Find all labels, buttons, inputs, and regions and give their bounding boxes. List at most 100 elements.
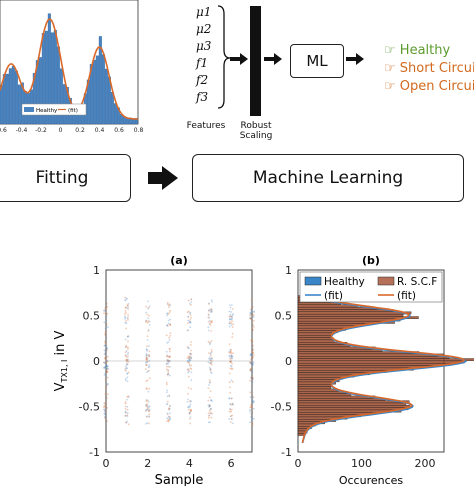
strip-point bbox=[168, 306, 170, 308]
top-hist-legend-healthy: Healthy bbox=[36, 108, 58, 114]
strip-point bbox=[229, 360, 231, 363]
legend-fit-rscf: (fit) bbox=[397, 290, 416, 302]
strip-point bbox=[145, 358, 148, 360]
strip-point bbox=[145, 348, 148, 350]
strip-point bbox=[209, 368, 212, 371]
strip-point bbox=[127, 346, 129, 349]
strip-point bbox=[252, 407, 255, 410]
strip-point bbox=[104, 415, 106, 418]
strip-point bbox=[165, 383, 168, 386]
strip-point bbox=[124, 338, 127, 341]
strip-point bbox=[166, 324, 168, 327]
strip-point bbox=[210, 361, 213, 364]
strip-point bbox=[127, 306, 130, 308]
strip-point bbox=[187, 361, 190, 364]
strip-point bbox=[105, 349, 108, 351]
strip-point bbox=[209, 354, 212, 357]
strip-point bbox=[228, 322, 231, 325]
strip-point bbox=[145, 352, 148, 355]
top-hist-bar bbox=[131, 119, 135, 125]
chart-b-ytick: 0 bbox=[285, 355, 292, 368]
strip-point bbox=[167, 359, 170, 362]
strip-point bbox=[209, 322, 212, 325]
strip-point bbox=[208, 303, 211, 305]
strip-point bbox=[104, 342, 107, 345]
strip-point bbox=[106, 420, 108, 423]
strip-point bbox=[210, 349, 213, 351]
strip-point bbox=[250, 308, 252, 311]
strip-point bbox=[106, 360, 109, 363]
strip-point bbox=[229, 403, 232, 405]
strip-point bbox=[210, 411, 212, 414]
strip-point bbox=[228, 343, 231, 345]
strip-point bbox=[168, 347, 171, 350]
strip-point bbox=[249, 361, 251, 363]
strip-point bbox=[190, 349, 193, 352]
strip-point bbox=[168, 359, 171, 362]
strip-point bbox=[252, 363, 254, 365]
strip-point bbox=[167, 365, 170, 368]
strip-point bbox=[207, 329, 210, 332]
strip-point bbox=[188, 370, 190, 373]
strip-point bbox=[124, 313, 126, 315]
strip-point bbox=[148, 406, 150, 409]
strip-point bbox=[189, 411, 192, 414]
strip-point bbox=[188, 365, 191, 367]
strip-point bbox=[251, 377, 254, 379]
strip-point bbox=[168, 408, 170, 410]
strip-point bbox=[189, 321, 192, 324]
strip-point bbox=[166, 324, 169, 326]
strip-point bbox=[253, 417, 255, 420]
strip-point bbox=[146, 403, 149, 405]
hist-bar-rscf bbox=[297, 349, 383, 352]
strip-point bbox=[190, 357, 193, 360]
strip-point bbox=[147, 365, 150, 368]
strip-point bbox=[229, 364, 232, 367]
chart-b-ytick: 0.5 bbox=[275, 310, 293, 323]
strip-point bbox=[145, 404, 148, 407]
strip-point bbox=[166, 303, 169, 306]
top-hist-tick: 0 bbox=[59, 127, 63, 134]
strip-point bbox=[189, 416, 192, 418]
strip-point bbox=[165, 381, 168, 384]
strip-point bbox=[167, 360, 170, 362]
strip-point bbox=[124, 321, 127, 324]
strip-point bbox=[124, 415, 127, 417]
strip-point bbox=[106, 383, 109, 386]
hand-icon: ☞ bbox=[384, 79, 396, 94]
chart-a-ytick: -1 bbox=[89, 446, 100, 459]
strip-point bbox=[167, 373, 169, 376]
strip-point bbox=[252, 329, 254, 331]
strip-point bbox=[124, 316, 127, 319]
strip-point bbox=[208, 317, 211, 319]
strip-point bbox=[146, 313, 149, 316]
strip-point bbox=[168, 355, 171, 358]
feature-f1: f1 bbox=[196, 56, 209, 70]
strip-point bbox=[231, 304, 233, 306]
strip-point bbox=[210, 350, 213, 353]
chart-b-xtick: 0 bbox=[295, 457, 302, 470]
strip-point bbox=[124, 306, 127, 309]
hist-bar-rscf bbox=[297, 377, 341, 380]
strip-point bbox=[106, 382, 109, 385]
chart-a-ylabel: VTX1, I in V bbox=[53, 330, 69, 391]
strip-point bbox=[250, 340, 253, 342]
strip-point bbox=[168, 361, 171, 364]
strip-point bbox=[188, 405, 191, 407]
strip-point bbox=[144, 368, 147, 370]
strip-point bbox=[230, 418, 233, 420]
strip-point bbox=[251, 328, 254, 330]
strip-point bbox=[232, 403, 234, 406]
strip-point bbox=[127, 423, 130, 426]
robust-scaling-label: Robust Scaling bbox=[239, 121, 273, 141]
strip-point bbox=[104, 372, 107, 375]
strip-point bbox=[229, 358, 232, 360]
strip-point bbox=[249, 361, 252, 364]
strip-point bbox=[208, 404, 211, 407]
strip-point bbox=[104, 412, 107, 415]
chart-a-title: (a) bbox=[170, 254, 187, 267]
strip-point bbox=[126, 412, 129, 414]
strip-point bbox=[104, 343, 107, 346]
strip-point bbox=[106, 371, 109, 373]
strip-point bbox=[188, 363, 191, 366]
